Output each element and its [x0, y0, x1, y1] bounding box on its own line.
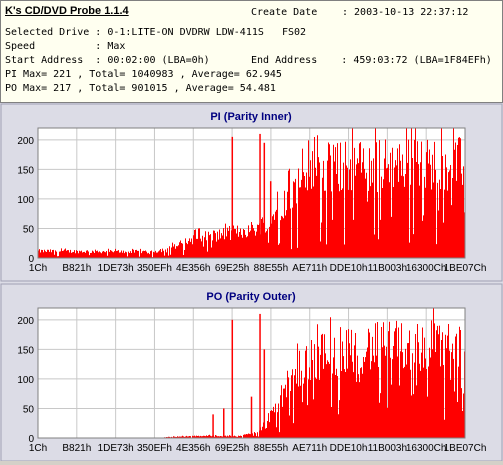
x-tick-label: 88E55h [254, 443, 288, 454]
x-tick-label: 1DE73h [98, 263, 134, 274]
y-tick-label: 0 [28, 254, 34, 265]
plot-border [37, 307, 466, 439]
speed-line: Speed : Max [5, 41, 126, 52]
y-tick-label: 150 [17, 165, 34, 176]
y-tick-label: 150 [17, 345, 34, 356]
chart-title: PI (Parity Inner) [210, 111, 292, 123]
chart-canvas: PI (Parity Inner) 0 50 100 150 200 1Ch B821h 1DE… [0, 103, 503, 462]
y-tick-label: 100 [17, 375, 34, 386]
x-tick-label: AE711h [292, 443, 327, 454]
report-header: K's CD/DVD Probe 1.1.4 Create Date : 200… [0, 0, 503, 103]
x-tick-label: 11B003h [368, 263, 407, 274]
x-tick-label: 16300Ch [406, 263, 447, 274]
x-tick-label: 11B003h [368, 443, 407, 454]
x-tick-label: 4E356h [176, 263, 210, 274]
x-tick-label: 69E25h [215, 263, 249, 274]
y-tick-label: 200 [17, 136, 34, 147]
x-tick-label: B821h [62, 263, 91, 274]
x-tick-label: 1BE07Ch [444, 263, 487, 274]
y-tick-label: 200 [17, 316, 34, 327]
create-date-value: : 2003-10-13 22:37:12 [342, 7, 469, 18]
x-tick-label: DDE10h [330, 443, 368, 454]
x-tick-label: 1Ch [29, 443, 47, 454]
x-tick-label: AE711h [292, 263, 327, 274]
y-tick-label: 0 [28, 434, 34, 445]
selected-drive-line: Selected Drive : 0-1:LITE-ON DVDRW LDW-4… [5, 27, 307, 38]
x-tick-label: 350EFh [137, 443, 172, 454]
x-tick-label: 16300Ch [406, 443, 447, 454]
charts-area: PI (Parity Inner) 0 50 100 150 200 1Ch B821h 1DE… [0, 103, 503, 462]
po-summary-line: PO Max= 217 , Total= 901015 , Average= 5… [5, 83, 276, 94]
x-tick-label: 1DE73h [98, 443, 134, 454]
x-tick-label: DDE10h [330, 263, 368, 274]
chart-title: PO (Parity Outer) [206, 291, 296, 303]
x-tick-label: 69E25h [215, 443, 249, 454]
app-title: K's CD/DVD Probe 1.1.4 [5, 5, 129, 17]
x-tick-label: 4E356h [176, 443, 210, 454]
y-tick-label: 50 [23, 224, 35, 235]
x-tick-label: 1BE07Ch [444, 443, 487, 454]
x-tick-label: 88E55h [254, 263, 288, 274]
x-tick-label: 350EFh [137, 263, 172, 274]
y-tick-label: 50 [23, 404, 35, 415]
start-address-line: Start Address : 00:02:00 (LBA=0h) [5, 55, 210, 66]
x-tick-label: 1Ch [29, 263, 47, 274]
pi-summary-line: PI Max= 221 , Total= 1040983 , Average= … [5, 69, 282, 80]
create-date-label: Create Date [251, 7, 318, 18]
plot-border [37, 127, 466, 259]
x-tick-label: B821h [62, 443, 91, 454]
end-address-line: End Address : 459:03:72 (LBA=1F84EFh) [251, 55, 492, 66]
chart-panel: PI (Parity Inner) 0 50 100 150 200 1Ch B821h 1DE… [0, 103, 503, 282]
chart-panel: PO (Parity Outer) 0 50 100 150 200 1Ch B821h 1DE… [0, 283, 503, 462]
y-tick-label: 100 [17, 195, 34, 206]
